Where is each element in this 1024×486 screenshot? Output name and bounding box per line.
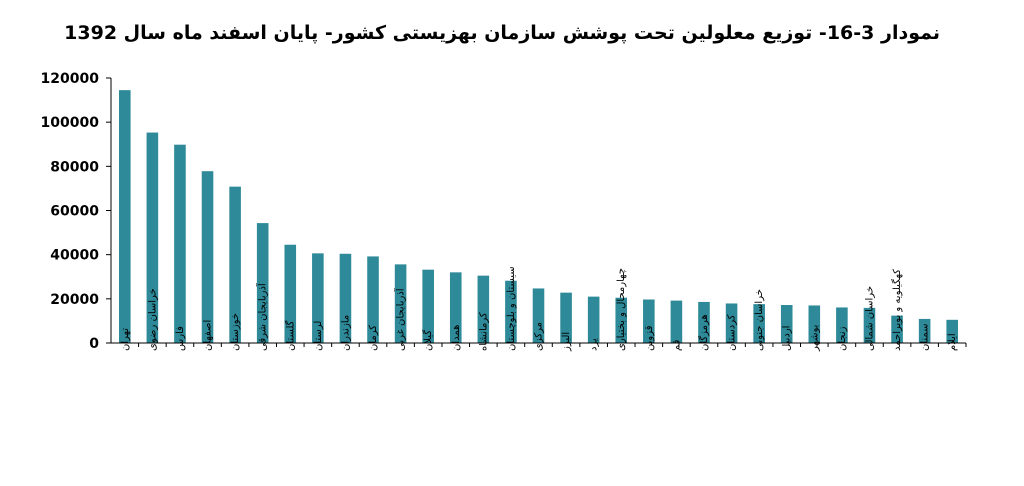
bar [312,253,324,343]
x-category-label: اردبیل [782,326,793,351]
bar [863,307,876,343]
bar [146,132,159,343]
x-category-label: خوزستان [230,313,241,351]
y-tick-label: 100000 [41,115,100,131]
bar [394,264,407,343]
bar [891,315,903,343]
x-category-label: سیستان و بلوچستان [506,266,517,351]
bar [449,272,462,343]
bar [780,305,793,343]
bar [725,303,738,343]
y-axis: 0 20000 40000 60000 80000 100000 120000 [41,71,112,352]
y-tick-label: 40000 [50,248,99,264]
x-category-label: مازندران [340,315,351,351]
x-category-label: کردستان [727,314,738,351]
bar [256,223,269,343]
x-category-label: هرمزگان [698,314,710,351]
x-category-label: بوشهر [809,325,820,352]
y-tick-label: 120000 [41,71,100,87]
x-category-label: ایلام [947,333,958,351]
x-category-label: آذربایجان غربی [394,287,407,351]
bar [836,307,848,343]
x-category-label: خراسان جنوبی [754,289,765,351]
bar [422,269,434,343]
bar [698,301,710,343]
bar [505,280,517,343]
x-category-label: زنجان [837,326,848,351]
bar [284,244,297,343]
x-category-label: آذربایجان شرقی [256,282,269,351]
bar [532,288,545,343]
x-category-label: تهران [120,328,131,351]
x-category-label: خراسان شمالی [864,286,875,351]
x-category-label: گیلان [422,330,434,351]
bar [477,275,490,343]
x-category-label: قزوین [644,325,655,351]
bar [670,300,683,343]
y-tick-label: 80000 [50,159,99,175]
y-tick-label: 0 [89,336,99,352]
x-category-label: گلستان [284,320,296,351]
x-category-label: خراسان رضوی [147,288,158,351]
bar [339,253,352,343]
x-category-label: یزد [589,338,600,351]
x-category-label: کهگیلویه و بویراحمد [891,269,903,351]
chart-title: نمودار 3-16- توزیع معلولین تحت پوشش سازم… [64,22,940,44]
x-category-label: البرز [561,332,572,352]
bar [918,318,931,343]
x-category-label: سمنان [920,323,931,351]
x-category-label: لرستان [313,321,324,351]
x-category-label: همدان [451,325,462,351]
bar [808,305,821,343]
bar [367,256,379,343]
x-category-label: مرکزی [534,322,545,351]
bar [587,296,600,343]
x-category-label: چهارمحال و بختیاری [616,268,627,351]
bar [174,144,186,343]
y-tick-label: 20000 [50,292,99,308]
x-category-label: کرمانشاه [478,312,489,351]
bar [753,304,765,343]
bar [615,297,628,343]
x-category-label: قم [671,339,682,351]
bar [560,292,572,343]
x-category-label: اصفهان [203,320,214,351]
x-category-label: فارس [175,326,186,351]
x-category-label: کرمان [368,325,379,351]
bar [946,319,959,343]
x-axis: تهران خراسان رضوی فارس اصفهان خوزستان آذربایج… [111,266,967,352]
bar [118,90,131,343]
y-tick-label: 60000 [50,204,99,220]
bars [118,90,959,343]
bar [201,171,214,343]
bar [229,186,241,343]
bar [643,299,655,343]
